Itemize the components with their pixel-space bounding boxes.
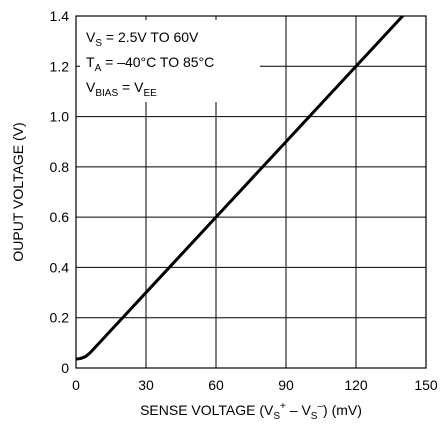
y-tick-label: 0.4 xyxy=(50,259,70,275)
condition-line: TA = –40°C TO 85°C xyxy=(86,54,214,74)
plot-border xyxy=(75,15,427,369)
x-tick-label: 120 xyxy=(344,377,368,393)
x-title-part: – V xyxy=(286,402,312,418)
condition-symbol: V xyxy=(86,29,96,45)
condition-symbol: T xyxy=(86,54,95,70)
axis-titles: OUPUT VOLTAGE (V)SENSE VOLTAGE (VS+ – VS… xyxy=(10,122,362,422)
series-group xyxy=(76,16,405,361)
condition-subscript: EE xyxy=(143,88,157,99)
x-tick-label: 150 xyxy=(414,377,438,393)
y-tick-label: 0.8 xyxy=(50,159,70,175)
x-tick-label: 60 xyxy=(208,377,224,393)
condition-subscript: S xyxy=(95,38,102,49)
condition-value: = –40°C TO 85°C xyxy=(101,54,214,70)
x-title-part: ) (mV) xyxy=(323,402,362,418)
x-title-part: SENSE VOLTAGE (V xyxy=(140,402,274,418)
y-tick-label: 1.2 xyxy=(50,58,70,74)
y-tick-labels: 0 0.2 0.4 0.6 0.8 1.0 1.2 1.4 xyxy=(50,8,70,376)
plot-frame xyxy=(75,15,427,369)
condition-symbol: V xyxy=(86,79,96,95)
condition-value: = 2.5V TO 60V xyxy=(102,29,199,45)
y-axis-title: OUPUT VOLTAGE (V) xyxy=(10,122,26,261)
x-tick-label: 0 xyxy=(72,377,80,393)
condition-value: = V xyxy=(118,79,144,95)
conditions-bg xyxy=(80,20,260,102)
y-tick-label: 0 xyxy=(61,360,69,376)
y-tick-label: 1.4 xyxy=(50,8,70,24)
y-tick-label: 1.0 xyxy=(50,109,70,125)
condition-subscript: A xyxy=(95,63,102,74)
y-tick-label: 0.6 xyxy=(50,209,70,225)
x-title-superscript: – xyxy=(317,401,323,412)
x-title-superscript: + xyxy=(280,401,286,412)
x-axis-title: SENSE VOLTAGE (VS+ – VS–) (mV) xyxy=(140,401,362,422)
condition-line: VS = 2.5V TO 60V xyxy=(86,29,199,49)
condition-line: VBIAS = VEE xyxy=(86,79,157,99)
x-tick-labels: 0 30 60 90 120 150 xyxy=(72,377,438,393)
series-line xyxy=(76,16,405,361)
x-title-subscript: S xyxy=(273,411,280,422)
condition-subscript: BIAS xyxy=(95,88,118,99)
x-tick-label: 90 xyxy=(278,377,294,393)
x-title-subscript: S xyxy=(311,411,318,422)
y-tick-label: 0.2 xyxy=(50,310,70,326)
x-tick-label: 30 xyxy=(138,377,154,393)
